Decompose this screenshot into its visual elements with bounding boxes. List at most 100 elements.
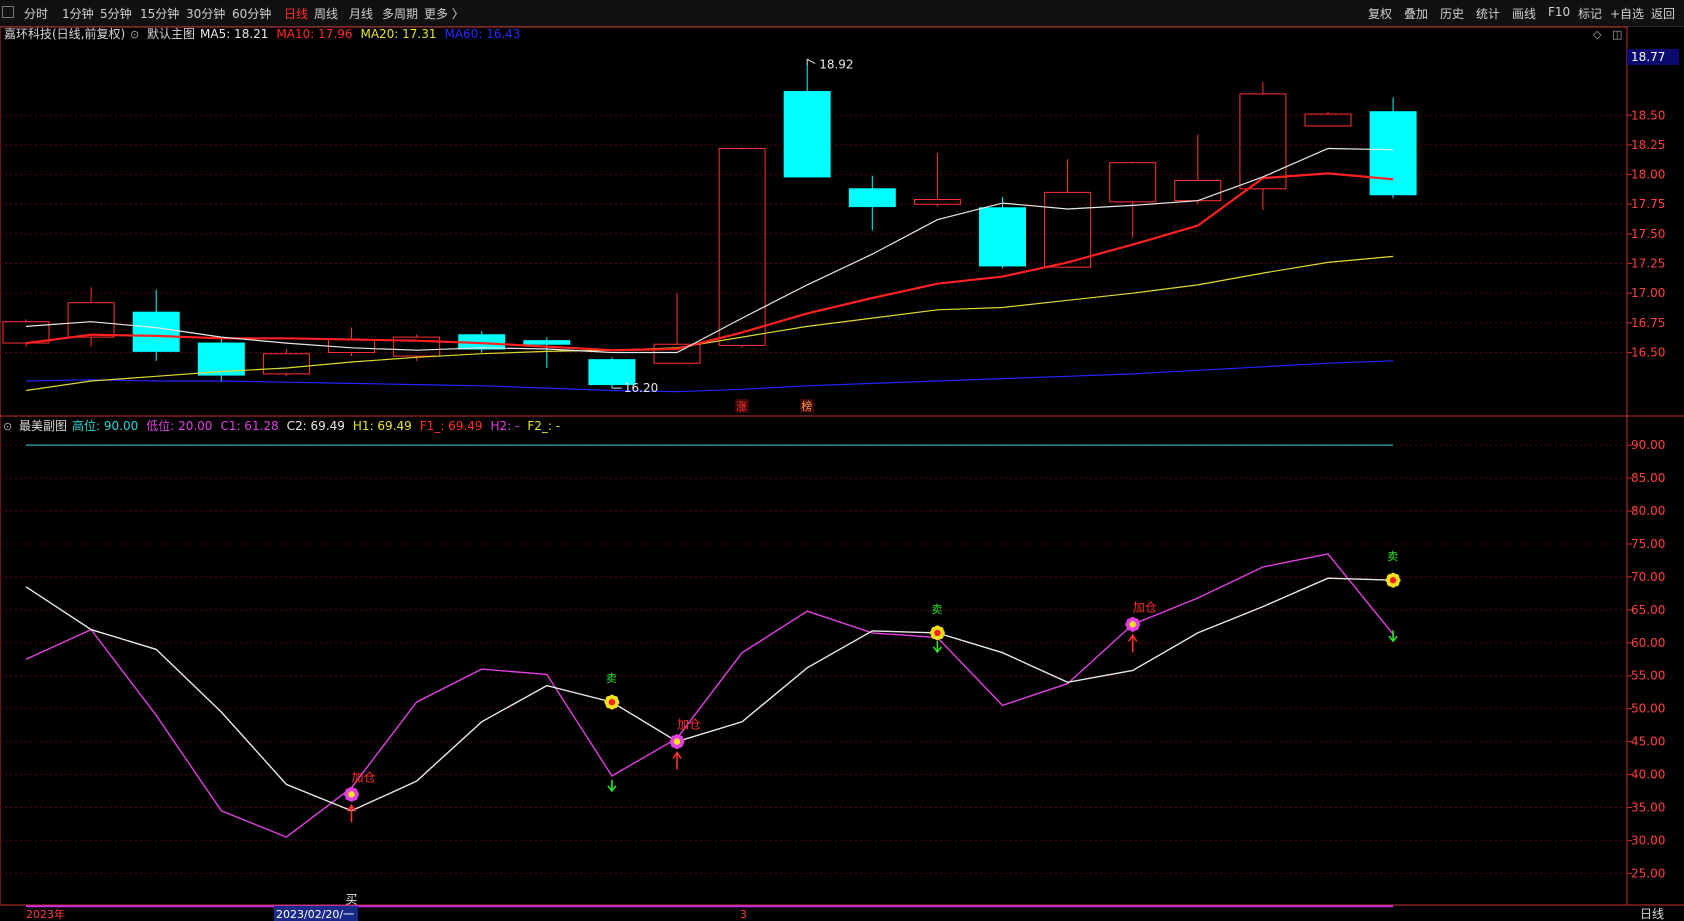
main-chart-name[interactable]: 默认主图 [147, 26, 195, 41]
sub-legend-item: H2: - [491, 419, 520, 433]
ma-legend-item: MA60: 16.43 [445, 27, 521, 41]
sub-tick-label: 90.00 [1631, 438, 1665, 452]
add-flower-icon [344, 786, 359, 802]
toolbar-button-7[interactable]: +自选 [1610, 7, 1645, 21]
period-tab-1[interactable]: 1分钟 [62, 7, 94, 21]
up-arrow-icon [672, 751, 682, 770]
toolbar-button-4[interactable]: 画线 [1512, 7, 1537, 21]
toolbar-button-6[interactable]: 标记 [1578, 7, 1603, 21]
ma-legend-item: MA20: 17.31 [360, 27, 436, 41]
sell-flower-icon [1385, 572, 1401, 588]
c1-line [25, 553, 1394, 838]
main-tick-label: 17.25 [1631, 257, 1665, 271]
period-tab-10[interactable]: 更多 〉 [424, 7, 464, 21]
toolbar-button-8[interactable]: 返回 [1651, 7, 1676, 21]
ma-legend-item: MA10: 17.96 [276, 27, 352, 41]
sell-flower-icon [604, 694, 620, 710]
ma60-line [25, 360, 1394, 393]
signal-label: 加仓 [352, 770, 376, 784]
sub-legend-item: F2_: - [527, 419, 560, 433]
sub-tick-label: 50.00 [1631, 702, 1665, 716]
period-tab-7[interactable]: 周线 [314, 7, 339, 21]
candle [653, 293, 701, 364]
sub-tick-label: 35.00 [1631, 800, 1665, 814]
period-tab-0[interactable]: 分时 [24, 7, 49, 21]
candle [1369, 97, 1417, 199]
period-label: 日线 [1640, 907, 1664, 921]
candle-body-up [262, 353, 310, 375]
sell-flower-icon [929, 625, 945, 641]
toolbar-button-0[interactable]: 复权 [1368, 7, 1393, 21]
event-marker-box [800, 399, 815, 413]
chart-settings-icon[interactable]: ⊙ [130, 28, 139, 41]
period-toolbar: 分时 1分钟 5分钟 15分钟 30分钟 60分钟 日线 周线 月线 多周期 更多 〉 复权 叠加 历史… [0, 0, 1684, 27]
main-tick-label: 18.50 [1631, 108, 1665, 122]
candle-body-up [67, 302, 115, 338]
toolbar-button-1[interactable]: 叠加 [1404, 7, 1429, 21]
last-price: 18.77 [1631, 50, 1665, 64]
candle [197, 337, 245, 383]
toolbar-button-5[interactable]: F10 [1548, 5, 1571, 19]
cursor-date-label: 2023/02/20/一 [276, 908, 354, 921]
candle-body-down [132, 311, 180, 352]
candle [1304, 111, 1352, 127]
sub-tick-label: 70.00 [1631, 570, 1665, 584]
sub-chart-name[interactable]: 最美副图 [19, 419, 67, 433]
ma-legend-item: MA5: 18.21 [200, 27, 268, 41]
event-marker[interactable]: 榜 [801, 399, 812, 413]
candle [1044, 159, 1092, 269]
diamond-icon[interactable]: ◇ [1593, 28, 1602, 41]
sub-tick-label: 65.00 [1631, 603, 1665, 617]
toolbar-button-3[interactable]: 统计 [1476, 7, 1501, 21]
year-label: 2023年 [26, 907, 65, 921]
event-marker-box [735, 399, 750, 413]
period-tab-5[interactable]: 60分钟 [232, 7, 272, 21]
chart-area: 嘉环科技(日线,前复权) ⊙ 默认主图 MA5: 18.21 MA10: 17.9… [0, 26, 1684, 921]
sub-tick-label: 85.00 [1631, 471, 1665, 485]
sub-legend-item: F1_: 69.49 [420, 419, 483, 433]
sub-legend-item: 高位: 90.00 [72, 418, 138, 433]
toolbar-button-2[interactable]: 历史 [1440, 7, 1465, 21]
candle-body-up [718, 147, 766, 346]
signal-label: 加仓 [677, 718, 701, 732]
candle [132, 289, 180, 361]
main-tick-label: 17.75 [1631, 197, 1665, 211]
candle [1109, 161, 1157, 238]
cursor-date-box [274, 906, 358, 921]
candle [979, 197, 1026, 269]
candle-body-down [197, 342, 245, 376]
event-marker[interactable]: 涨 [736, 400, 747, 413]
period-tab-8[interactable]: 月线 [349, 7, 374, 21]
period-tab-2[interactable]: 5分钟 [100, 7, 132, 21]
sub-legend-item: C2: 69.49 [287, 419, 345, 433]
period-tab-3[interactable]: 15分钟 [140, 7, 180, 21]
candle-body-down [588, 359, 636, 386]
sub-legend-item: H1: 69.49 [353, 419, 412, 433]
ma5-line [25, 147, 1394, 354]
panel-controls: ◇ ◫ [1593, 28, 1622, 41]
candle-body-down [979, 207, 1026, 267]
sub-tick-label: 75.00 [1631, 537, 1665, 551]
sub-chart-toggle-icon[interactable]: ⊙ [3, 420, 12, 433]
up-arrow-icon [346, 803, 357, 823]
period-tab-6[interactable]: 日线 [284, 7, 309, 21]
candle-body-up [913, 198, 961, 205]
ma20-line [25, 255, 1394, 392]
candle [328, 327, 375, 357]
candle-body-up [328, 338, 375, 354]
stock-title: 嘉环科技(日线,前复权) [4, 26, 125, 41]
sub-tick-label: 60.00 [1631, 636, 1665, 650]
down-arrow-icon [607, 779, 617, 793]
candle-body-down [848, 188, 896, 208]
sub-legend-item: 低位: 20.00 [146, 418, 212, 433]
period-tab-9[interactable]: 多周期 [382, 7, 419, 21]
candle-body-up [653, 343, 701, 364]
candle [262, 348, 310, 377]
period-tab-4[interactable]: 30分钟 [186, 7, 226, 21]
restore-window-icon[interactable]: ◫ [1612, 28, 1622, 41]
main-tick-label: 16.75 [1631, 316, 1665, 330]
sub-tick-label: 55.00 [1631, 669, 1665, 683]
candle [523, 337, 571, 368]
sub-tick-label: 25.00 [1631, 866, 1665, 880]
window-menu-icon[interactable] [2, 6, 14, 18]
